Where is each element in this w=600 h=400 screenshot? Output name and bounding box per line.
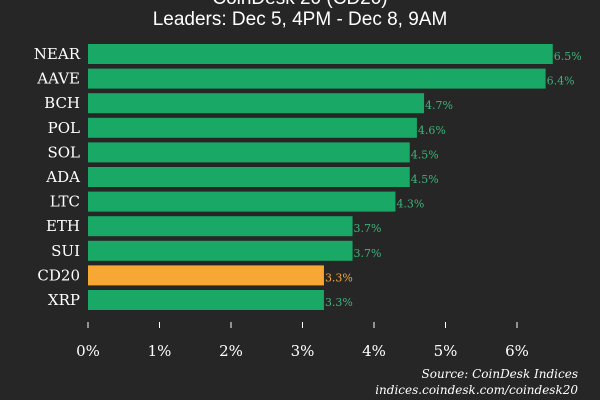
category-label-cd20: CD20 (37, 266, 80, 284)
x-tick-label: 6% (505, 342, 529, 360)
value-label-pol: 4.6% (418, 124, 446, 137)
bar-ada (88, 167, 410, 187)
x-tick-label: 1% (148, 342, 172, 360)
bar-ltc (88, 191, 396, 212)
category-label-sol: SOL (47, 143, 80, 161)
x-tick-label: 2% (219, 342, 243, 360)
x-tick-label: 0% (76, 342, 100, 360)
category-label-sui: SUI (51, 242, 80, 260)
category-label-pol: POL (48, 119, 80, 137)
value-label-eth: 3.7% (354, 222, 382, 235)
bar-cd20 (88, 265, 324, 286)
chart-subtitle: Leaders: Dec 5, 4PM - Dec 8, 9AM (152, 9, 448, 30)
value-label-ltc: 4.3% (396, 198, 424, 211)
source-note: Source: CoinDesk Indices (421, 367, 579, 381)
category-label-near: NEAR (34, 45, 81, 63)
chart-title: CoinDesk 20 (CD20) (0, 0, 600, 10)
bar-near (88, 44, 553, 64)
value-label-sui: 3.7% (354, 247, 382, 260)
category-label-eth: ETH (46, 217, 80, 235)
category-label-ltc: LTC (50, 193, 80, 211)
bar-aave (88, 68, 546, 89)
bar-pol (88, 117, 417, 138)
category-label-aave: AAVE (36, 70, 80, 88)
x-tick-label: 4% (362, 342, 386, 360)
category-label-ada: ADA (45, 168, 80, 186)
value-label-bch: 4.7% (425, 99, 453, 112)
value-label-near: 6.5% (554, 50, 582, 63)
value-label-sol: 4.5% (411, 148, 439, 161)
bar-sui (88, 240, 353, 261)
value-label-ada: 4.5% (411, 173, 439, 186)
category-label-xrp: XRP (48, 291, 80, 309)
bar-sol (88, 142, 410, 163)
value-label-xrp: 3.3% (325, 296, 353, 309)
category-label-bch: BCH (44, 94, 80, 112)
x-tick-label: 5% (434, 342, 458, 360)
bar-xrp (88, 290, 324, 310)
x-tick-label: 3% (291, 342, 315, 360)
bar-eth (88, 216, 353, 237)
value-label-cd20: 3.3% (325, 271, 353, 284)
source-url: indices.coindesk.com/coindesk20 (375, 383, 578, 397)
bar-bch (88, 93, 425, 114)
value-label-aave: 6.4% (547, 75, 575, 88)
